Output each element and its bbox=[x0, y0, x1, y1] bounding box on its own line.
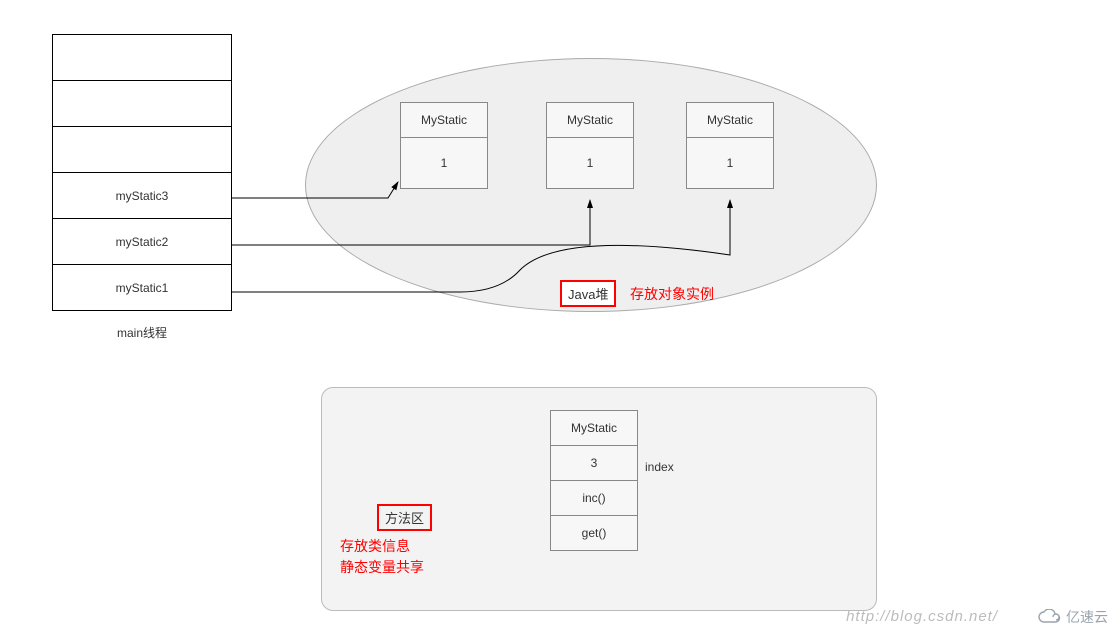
method-cell-3: get() bbox=[551, 516, 637, 550]
watermark-yisu: 亿速云 bbox=[1038, 607, 1108, 627]
method-cell-1: 3 bbox=[551, 446, 637, 481]
method-cell-0: MyStatic bbox=[551, 411, 637, 446]
heap-label-box: Java堆 bbox=[560, 280, 616, 307]
index-label: index bbox=[645, 460, 674, 474]
heap-object-0-title: MyStatic bbox=[401, 103, 487, 138]
heap-object-1: MyStatic 1 bbox=[546, 102, 634, 189]
heap-object-2-title: MyStatic bbox=[687, 103, 773, 138]
cloud-icon bbox=[1038, 609, 1062, 625]
heap-object-1-title: MyStatic bbox=[547, 103, 633, 138]
stack-frame: myStatic3 myStatic2 myStatic1 bbox=[52, 34, 232, 311]
method-table: MyStatic 3 inc() get() bbox=[550, 410, 638, 551]
stack-row-5: myStatic1 bbox=[52, 264, 232, 311]
heap-object-0: MyStatic 1 bbox=[400, 102, 488, 189]
stack-row-4: myStatic2 bbox=[52, 218, 232, 265]
stack-row-3: myStatic3 bbox=[52, 172, 232, 219]
method-area-annotation-l2: 静态变量共享 bbox=[340, 557, 424, 578]
stack-row-4-label: myStatic2 bbox=[116, 235, 169, 249]
method-area-annotation: 存放类信息 静态变量共享 bbox=[340, 536, 424, 578]
heap-annotation: 存放对象实例 bbox=[630, 284, 714, 304]
stack-caption: main线程 bbox=[52, 324, 232, 341]
method-area-annotation-l1: 存放类信息 bbox=[340, 536, 424, 557]
method-area-label-box: 方法区 bbox=[377, 504, 432, 531]
stack-row-3-label: myStatic3 bbox=[116, 189, 169, 203]
stack-row-0 bbox=[52, 34, 232, 81]
stack-row-5-label: myStatic1 bbox=[116, 281, 169, 295]
method-cell-2: inc() bbox=[551, 481, 637, 516]
heap-object-1-value: 1 bbox=[547, 138, 633, 188]
heap-object-2-value: 1 bbox=[687, 138, 773, 188]
watermark-yisu-text: 亿速云 bbox=[1066, 607, 1108, 627]
stack-row-1 bbox=[52, 80, 232, 127]
heap-object-0-value: 1 bbox=[401, 138, 487, 188]
stack-row-2 bbox=[52, 126, 232, 173]
heap-object-2: MyStatic 1 bbox=[686, 102, 774, 189]
watermark-csdn: http://blog.csdn.net/ bbox=[846, 608, 998, 625]
